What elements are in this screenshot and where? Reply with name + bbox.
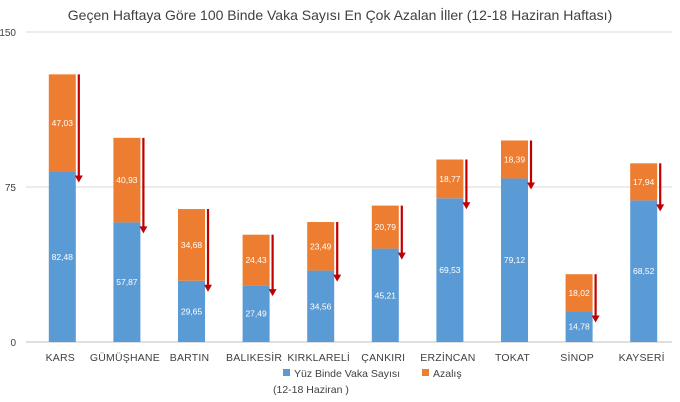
bar-vaka (436, 198, 464, 342)
down-arrow-icon (204, 284, 212, 292)
down-arrow-icon (656, 204, 665, 212)
bar-azalis (307, 222, 335, 271)
data-label-azalis: 17,94 (633, 177, 655, 187)
x-axis: KARS GÜMÜŞHANE BARTIN BALIKESİR KIRKLARELİ ÇA… (46, 351, 665, 364)
bar-vaka (48, 171, 76, 342)
bar-vaka (371, 248, 399, 342)
bar-group-3: 27,49 24,43 (242, 234, 277, 342)
down-arrow-icon (139, 226, 148, 234)
x-tick-label: TOKAT (495, 352, 530, 364)
bar-vaka (307, 270, 335, 342)
bar-group-1: 57,87 40,93 (113, 137, 148, 342)
down-arrow-icon (397, 252, 406, 260)
down-arrow-icon (591, 315, 600, 323)
bar-group-7: 79,12 18,39 (501, 140, 535, 342)
bar-vaka (113, 222, 141, 342)
down-arrow-icon (74, 175, 83, 183)
bar-azalis (565, 274, 593, 312)
legend-swatch-azalis (422, 369, 429, 376)
x-tick-label: SİNOP (560, 351, 594, 364)
data-label-vaka: 14,78 (568, 322, 590, 332)
bar-vaka (242, 285, 270, 342)
data-label-azalis: 18,39 (504, 154, 526, 164)
down-arrow-icon (527, 182, 535, 190)
x-tick-label: KARS (46, 352, 75, 364)
bars: 82,48 47,03 57,87 40,93 29,65 34,68 27,49 24,43… (48, 74, 665, 342)
legend-swatch-vaka (283, 369, 290, 376)
bar-vaka (178, 280, 205, 342)
data-label-azalis: 20,79 (375, 222, 397, 232)
bar-azalis (242, 234, 270, 286)
data-label-vaka: 29,65 (181, 306, 203, 316)
bar-vaka (630, 200, 658, 342)
data-label-vaka: 79,12 (504, 255, 526, 265)
bar-group-5: 45,21 20,79 (371, 205, 406, 342)
data-label-azalis: 18,02 (568, 288, 590, 298)
data-label-vaka: 45,21 (375, 290, 397, 300)
x-tick-label: GÜMÜŞHANE (90, 352, 160, 364)
bar-group-2: 29,65 34,68 (178, 209, 212, 342)
chart-title: Geçen Haftaya Göre 100 Binde Vaka Sayısı… (68, 6, 612, 23)
down-arrow-icon (268, 289, 277, 297)
bar-group-9: 68,52 17,94 (630, 163, 665, 342)
data-label-azalis: 24,43 (245, 255, 267, 265)
legend-label-vaka-sub: (12-18 Haziran ) (273, 384, 349, 396)
data-label-azalis: 18,77 (439, 174, 461, 184)
x-tick-label: BARTIN (170, 352, 210, 364)
x-tick-label: ERZİNCAN (420, 351, 475, 364)
data-label-azalis: 23,49 (310, 241, 332, 251)
bar-azalis (630, 163, 658, 201)
bar-azalis (501, 140, 528, 179)
data-label-azalis: 40,93 (116, 175, 138, 185)
legend-label-vaka: Yüz Binde Vaka Sayısı (294, 368, 400, 380)
x-tick-label: BALIKESİR (226, 351, 282, 364)
bar-group-8: 14,78 18,02 (565, 274, 600, 342)
x-tick-label: KIRKLARELİ (287, 351, 350, 364)
data-label-vaka: 34,56 (310, 301, 332, 311)
y-tick-label: 75 (5, 183, 17, 194)
bar-group-0: 82,48 47,03 (48, 74, 83, 342)
data-label-azalis: 34,68 (181, 240, 203, 250)
bar-group-4: 34,56 23,49 (307, 222, 342, 342)
bar-azalis (113, 137, 141, 223)
legend: Yüz Binde Vaka Sayısı (12-18 Haziran ) A… (273, 368, 462, 396)
bar-azalis (371, 205, 399, 249)
y-tick-label: 150 (0, 28, 16, 39)
bar-azalis (48, 74, 76, 172)
down-arrow-icon (333, 274, 342, 282)
x-tick-label: KAYSERİ (619, 351, 665, 364)
data-label-vaka: 27,49 (245, 309, 267, 319)
data-label-azalis: 47,03 (52, 118, 74, 128)
bar-azalis (178, 209, 205, 281)
legend-label-azalis: Azalış (433, 368, 462, 380)
data-label-vaka: 69,53 (439, 265, 461, 275)
data-label-vaka: 68,52 (633, 266, 655, 276)
x-tick-label: ÇANKIRI (361, 352, 405, 364)
y-axis: 0 75 150 (0, 28, 16, 349)
bar-group-6: 69,53 18,77 (436, 159, 471, 342)
y-tick-label: 0 (10, 338, 16, 349)
bar-vaka (501, 178, 528, 342)
bar-azalis (436, 159, 464, 199)
bar-vaka (565, 311, 593, 342)
data-label-vaka: 57,87 (116, 277, 138, 287)
data-label-vaka: 82,48 (52, 252, 74, 262)
down-arrow-icon (462, 202, 471, 210)
